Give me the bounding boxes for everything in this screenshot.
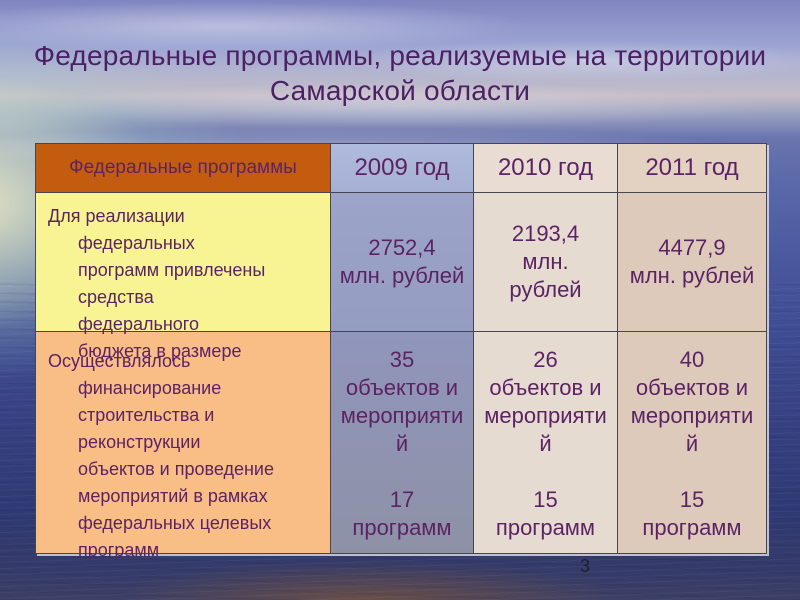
- funding-2010-cell: 2193,4 млн. рублей: [474, 193, 618, 332]
- funding-2009-cell: 2752,4 млн. рублей: [331, 193, 474, 332]
- row-objects-label: Осуществлялось финансирование строительс…: [48, 351, 274, 560]
- row-funding-label-cell: Для реализации федеральных программ прив…: [36, 193, 331, 361]
- year-2010-label: 2010 год: [497, 154, 594, 181]
- objects-2010-cell: 26 объектов и мероприяти й 15 программ: [474, 332, 618, 553]
- row-objects-label-cell: Осуществлялось финансирование строительс…: [36, 332, 331, 560]
- table-header-year-2010: 2010 год: [474, 144, 618, 193]
- funding-2009-value: 2752,4 млн. рублей: [339, 235, 465, 288]
- table-header-programs: Федеральные программы: [36, 144, 331, 193]
- table-header-year-2011: 2011 год: [618, 144, 766, 193]
- objects-2011-value: 40 объектов и мероприяти й 15 программ: [630, 347, 754, 540]
- objects-2009-cell: 35 объектов и мероприяти й 17 программ: [331, 332, 474, 553]
- funding-2011-cell: 4477,9 млн. рублей: [618, 193, 766, 332]
- federal-programs-table: Федеральные программы 2009 год 2010 год …: [35, 143, 767, 560]
- objects-2009-value: 35 объектов и мероприяти й 17 программ: [340, 347, 464, 540]
- objects-2010-value: 26 объектов и мероприяти й 15 программ: [484, 347, 607, 540]
- funding-2010-value: 2193,4 млн. рублей: [509, 221, 582, 302]
- row-funding-label: Для реализации федеральных программ прив…: [48, 206, 266, 361]
- sky-clouds-background: [0, 0, 800, 160]
- year-2011-label: 2011 год: [645, 154, 739, 181]
- year-2009-label: 2009 год: [354, 154, 450, 181]
- table-header-programs-label: Федеральные программы: [69, 157, 297, 178]
- objects-2011-cell: 40 объектов и мероприяти й 15 программ: [618, 332, 766, 553]
- page-number: 3: [579, 556, 590, 576]
- funding-2011-value: 4477,9 млн. рублей: [629, 235, 755, 288]
- table-header-year-2009: 2009 год: [331, 144, 474, 193]
- slide-title: Федеральные программы, реализуемые на те…: [33, 40, 767, 106]
